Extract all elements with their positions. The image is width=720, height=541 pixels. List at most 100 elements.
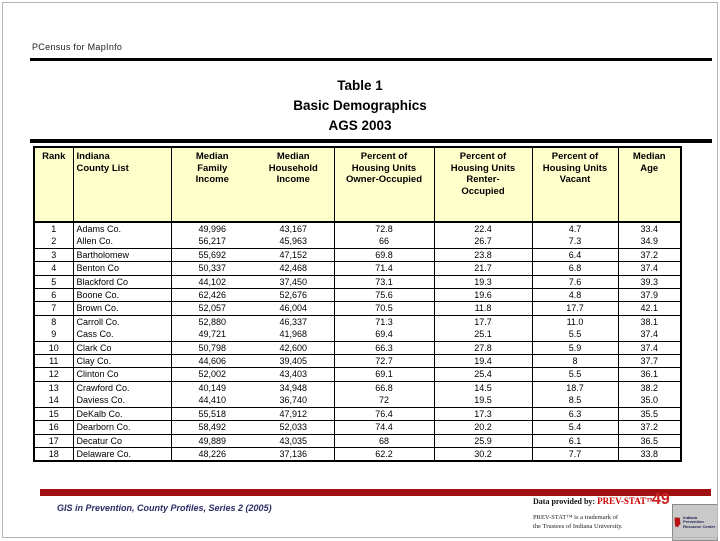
table-row: 13 Crawford Co. 40,149 34,948 66.8 14.5 18.7 38… bbox=[33, 381, 682, 395]
median-age-cell: 35.5 bbox=[617, 407, 682, 422]
rank-cell: 6 bbox=[33, 288, 74, 303]
footer-caption: GIS in Prevention, County Profiles, Seri… bbox=[57, 503, 272, 513]
owner-occupied-cell: 72.8 bbox=[333, 222, 435, 236]
median-age-cell: 34.9 bbox=[617, 235, 682, 249]
county-cell: Dearborn Co. bbox=[72, 420, 172, 435]
owner-occupied-cell: 66.8 bbox=[333, 381, 435, 395]
family-income-cell: 52,880 bbox=[170, 315, 253, 329]
household-income-cell: 39,405 bbox=[253, 354, 335, 369]
family-income-cell: 49,889 bbox=[170, 434, 253, 448]
renter-occupied-cell: 27.8 bbox=[433, 341, 533, 356]
median-age-cell: 37.2 bbox=[617, 248, 682, 263]
median-age-cell: 37.4 bbox=[617, 261, 682, 276]
rank-cell: 7 bbox=[33, 301, 74, 316]
county-cell: Benton Co bbox=[72, 261, 172, 276]
table-row: 11 Clay Co. 44,606 39,405 72.7 19.4 8 37.7 bbox=[33, 354, 682, 369]
owner-occupied-cell: 70.5 bbox=[333, 301, 435, 316]
vacant-cell: 8.5 bbox=[531, 394, 619, 408]
table-row: 17 Decatur Co 49,889 43,035 68 25.9 6.1 36.5 bbox=[33, 434, 682, 448]
family-income-cell: 50,337 bbox=[170, 261, 253, 276]
household-income-cell: 34,948 bbox=[253, 381, 335, 395]
renter-occupied-cell: 21.7 bbox=[433, 261, 533, 276]
renter-occupied-cell: 11.8 bbox=[433, 301, 533, 316]
household-income-cell: 41,968 bbox=[253, 328, 335, 342]
median-age-cell: 38.1 bbox=[617, 315, 682, 329]
county-cell: Crawford Co. bbox=[72, 381, 172, 395]
vacant-cell: 6.8 bbox=[531, 261, 619, 276]
rank-cell: 5 bbox=[33, 275, 74, 290]
owner-occupied-cell: 66.3 bbox=[333, 341, 435, 356]
rank-cell: 18 bbox=[33, 447, 74, 462]
county-cell: Clinton Co bbox=[72, 367, 172, 382]
rank-cell: 16 bbox=[33, 420, 74, 435]
family-income-cell: 40,149 bbox=[170, 381, 253, 395]
vacant-cell: 5.9 bbox=[531, 341, 619, 356]
family-income-cell: 44,606 bbox=[170, 354, 253, 369]
vacant-cell: 17.7 bbox=[531, 301, 619, 316]
median-age-cell: 33.8 bbox=[617, 447, 682, 462]
title-rule bbox=[30, 139, 712, 143]
family-income-cell: 52,002 bbox=[170, 367, 253, 382]
household-income-cell: 43,167 bbox=[253, 222, 335, 236]
rank-cell: 15 bbox=[33, 407, 74, 422]
county-cell: Daviess Co. bbox=[72, 394, 172, 408]
rank-cell: 13 bbox=[33, 381, 74, 395]
household-income-cell: 36,740 bbox=[253, 394, 335, 408]
county-cell: Bartholomew bbox=[72, 248, 172, 263]
rank-cell: 14 bbox=[33, 394, 74, 408]
median-age-cell: 36.5 bbox=[617, 434, 682, 448]
household-income-cell: 43,035 bbox=[253, 434, 335, 448]
vacant-cell: 18.7 bbox=[531, 381, 619, 395]
county-cell: Decatur Co bbox=[72, 434, 172, 448]
vacant-cell: 4.7 bbox=[531, 222, 619, 236]
owner-occupied-cell: 62.2 bbox=[333, 447, 435, 462]
table-body: 1 Adams Co. 49,996 43,167 72.8 22.4 4.7 33.4 2 Al… bbox=[33, 222, 682, 462]
renter-occupied-cell: 25.4 bbox=[433, 367, 533, 382]
median-age-cell: 37.7 bbox=[617, 354, 682, 369]
header-rank: Rank bbox=[33, 146, 74, 223]
header-median-family-income: Median Family Income bbox=[170, 146, 253, 223]
owner-occupied-cell: 72.7 bbox=[333, 354, 435, 369]
family-income-cell: 56,217 bbox=[170, 235, 253, 249]
family-income-cell: 62,426 bbox=[170, 288, 253, 303]
renter-occupied-cell: 25.9 bbox=[433, 434, 533, 448]
header-median-age: Median Age bbox=[617, 146, 682, 223]
renter-occupied-cell: 19.3 bbox=[433, 275, 533, 290]
family-income-cell: 52,057 bbox=[170, 301, 253, 316]
renter-occupied-cell: 14.5 bbox=[433, 381, 533, 395]
vacant-cell: 5.4 bbox=[531, 420, 619, 435]
county-cell: Carroll Co. bbox=[72, 315, 172, 329]
renter-occupied-cell: 19.5 bbox=[433, 394, 533, 408]
prev-stat-brand: PREV-STAT™ bbox=[597, 496, 656, 506]
vacant-cell: 4.8 bbox=[531, 288, 619, 303]
renter-occupied-cell: 20.2 bbox=[433, 420, 533, 435]
trademark-line-2: the Trustees of Indiana University. bbox=[533, 522, 623, 530]
median-age-cell: 37.9 bbox=[617, 288, 682, 303]
family-income-cell: 50,798 bbox=[170, 341, 253, 356]
header-pct-vacant: Percent of Housing Units Vacant bbox=[531, 146, 619, 223]
iprc-logo-text: Indiana Prevention Resource Center bbox=[683, 514, 716, 529]
county-cell: Brown Co. bbox=[72, 301, 172, 316]
family-income-cell: 44,102 bbox=[170, 275, 253, 290]
vacant-cell: 6.4 bbox=[531, 248, 619, 263]
iprc-logo: Indiana Prevention Resource Center bbox=[672, 504, 718, 541]
county-cell: Boone Co. bbox=[72, 288, 172, 303]
renter-occupied-cell: 19.6 bbox=[433, 288, 533, 303]
header-county-list: Indiana County List bbox=[72, 146, 172, 223]
county-cell: Delaware Co. bbox=[72, 447, 172, 462]
table-header-row: Rank Indiana County List Median Family I… bbox=[33, 146, 682, 223]
page-number: 49 bbox=[652, 491, 670, 508]
family-income-cell: 55,518 bbox=[170, 407, 253, 422]
median-age-cell: 37.4 bbox=[617, 328, 682, 342]
demographics-table: Rank Indiana County List Median Family I… bbox=[33, 146, 682, 463]
owner-occupied-cell: 69.8 bbox=[333, 248, 435, 263]
median-age-cell: 36.1 bbox=[617, 367, 682, 382]
median-age-cell: 33.4 bbox=[617, 222, 682, 236]
family-income-cell: 55,692 bbox=[170, 248, 253, 263]
indiana-state-icon bbox=[674, 517, 681, 528]
table-row: 10 Clark Co 50,798 42,600 66.3 27.8 5.9 37.4 bbox=[33, 341, 682, 356]
owner-occupied-cell: 76.4 bbox=[333, 407, 435, 422]
vacant-cell: 11.0 bbox=[531, 315, 619, 329]
household-income-cell: 52,676 bbox=[253, 288, 335, 303]
owner-occupied-cell: 73.1 bbox=[333, 275, 435, 290]
